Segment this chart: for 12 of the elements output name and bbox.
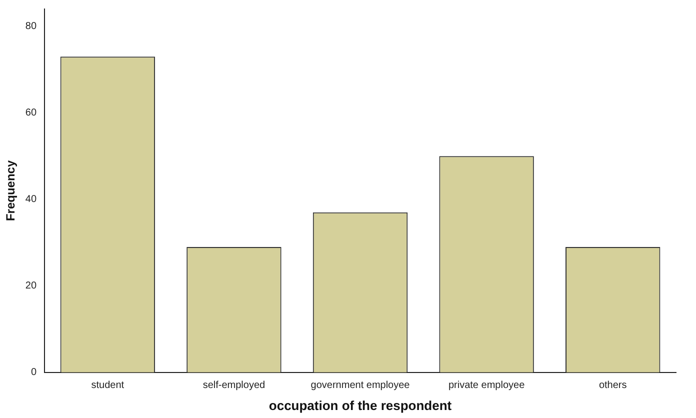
y-axis-title: Frequency bbox=[4, 160, 18, 222]
y-tick-label: 20 bbox=[25, 280, 37, 292]
x-tick-label: student bbox=[91, 380, 124, 392]
x-axis-title: occupation of the respondent bbox=[268, 398, 452, 413]
x-tick-label: government employee bbox=[310, 380, 410, 392]
x-tick-label: self-employed bbox=[202, 380, 266, 392]
y-tick-label: 60 bbox=[25, 108, 37, 119]
y-tick-label: 0 bbox=[30, 367, 37, 378]
y-tick-label: 40 bbox=[25, 194, 37, 206]
x-tick-label: others bbox=[598, 380, 627, 392]
y-tick-label: 80 bbox=[25, 21, 37, 32]
x-tick-label: private employee bbox=[448, 380, 526, 392]
